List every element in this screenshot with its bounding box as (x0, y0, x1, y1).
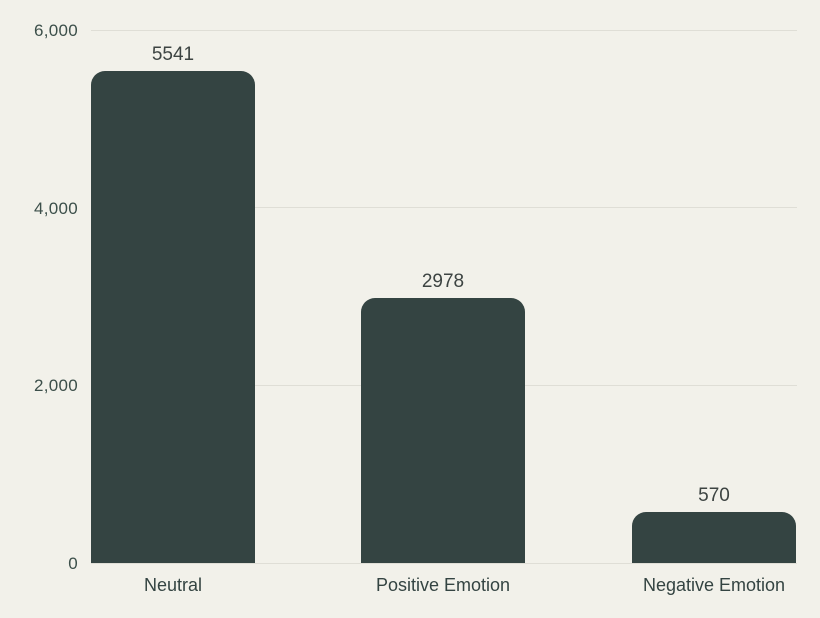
y-tick-label: 4,000 (33, 198, 78, 218)
y-tick-label: 2,000 (33, 376, 78, 396)
bar-value-label: 2978 (421, 271, 465, 293)
x-category-label: Positive Emotion (375, 575, 511, 595)
y-tick-label: 0 (68, 554, 78, 573)
bar-value-label: 5541 (151, 43, 195, 65)
gridline-6,000 (91, 29, 797, 31)
bar-negative-emotion[interactable] (632, 512, 796, 563)
x-category-label: Neutral (143, 575, 203, 595)
x-category-label: Negative Emotion (642, 575, 786, 595)
bar-value-label: 570 (698, 485, 730, 507)
gridline-0 (91, 562, 797, 564)
bar-positive-emotion[interactable] (361, 298, 525, 563)
y-tick-label: 6,000 (33, 21, 78, 40)
gridline-4,000 (91, 207, 797, 209)
bar-neutral[interactable] (91, 70, 255, 563)
